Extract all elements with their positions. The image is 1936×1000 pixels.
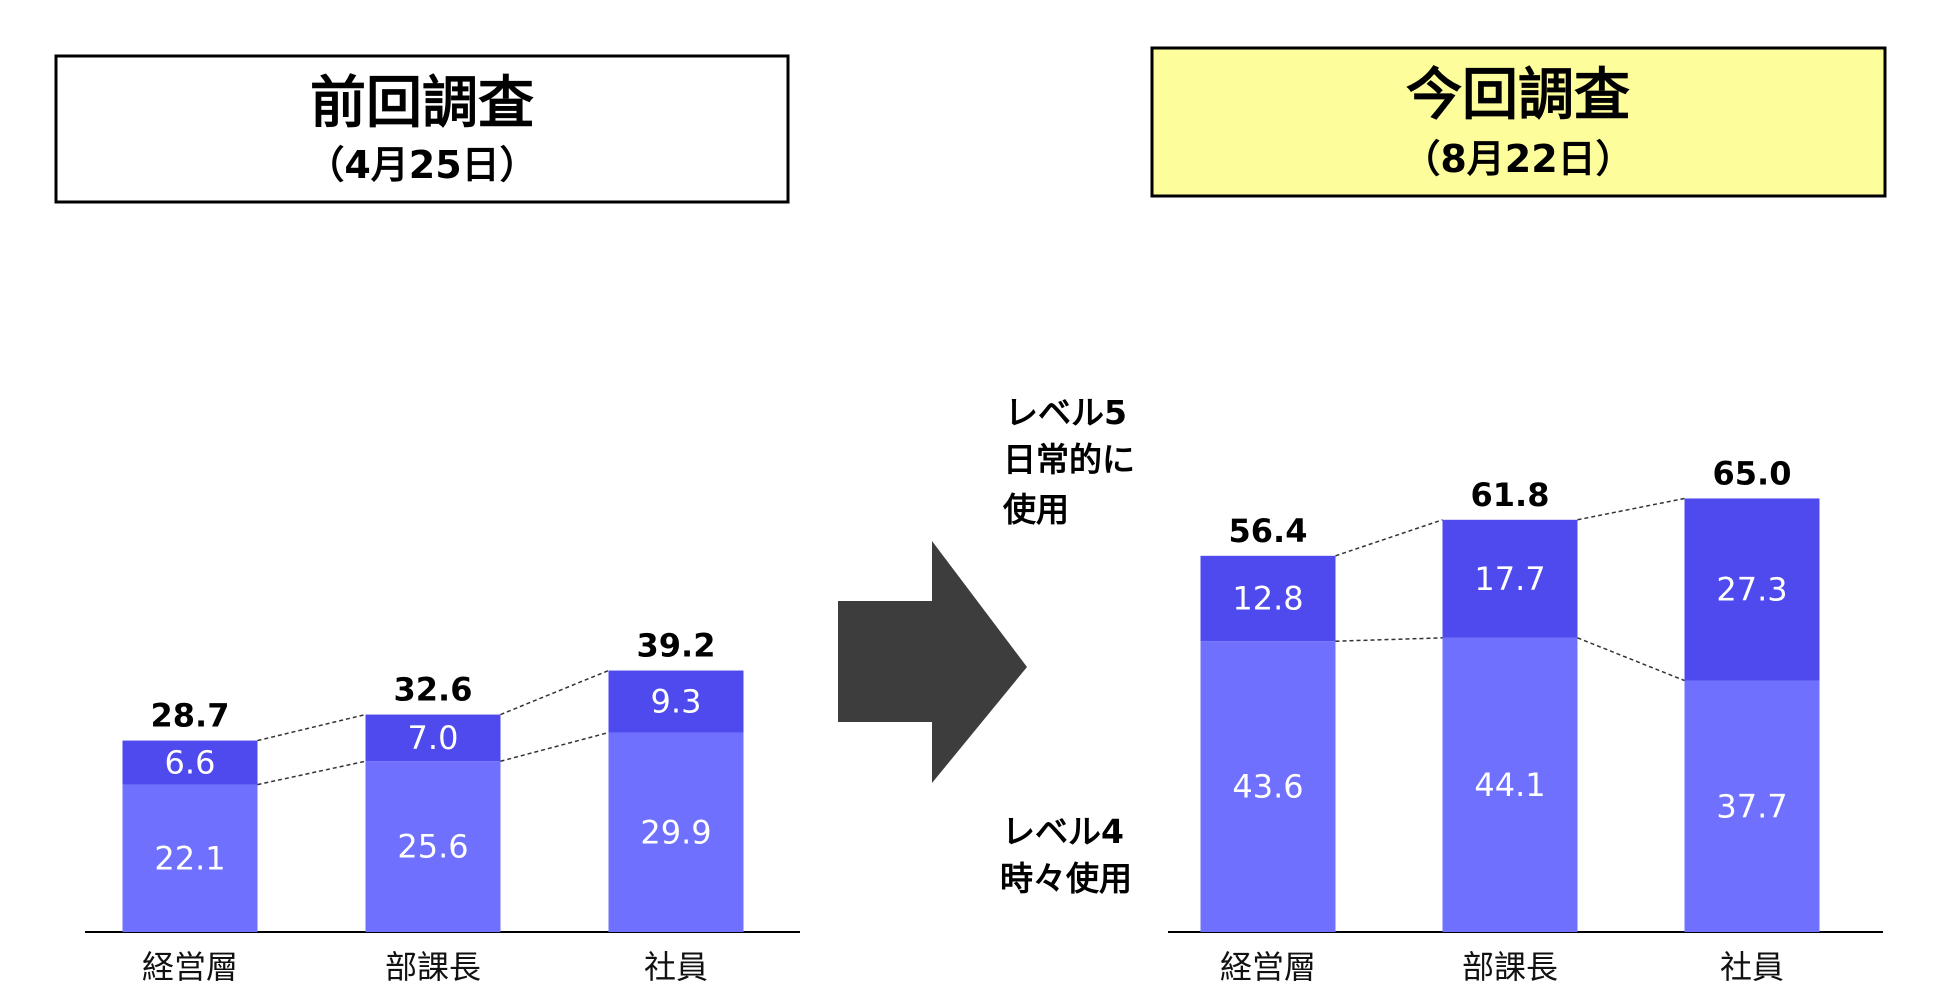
bar-level4-0-1 <box>365 761 501 932</box>
connector-top-0-1 <box>500 669 609 716</box>
label-level4-0-0: 22.1 <box>154 839 225 877</box>
connector-mid-0-1 <box>500 731 609 762</box>
connector-top-1-0 <box>1335 519 1443 557</box>
category-label-1-2: 社員 <box>1720 948 1784 986</box>
current-survey-box <box>1150 46 1887 198</box>
bar-level4-0-2 <box>608 732 744 932</box>
label-level4-1-1: 44.1 <box>1474 766 1545 804</box>
label-level5-1-0: 12.8 <box>1232 580 1303 618</box>
bar-level5-1-0 <box>1200 555 1336 642</box>
legend-level5-line1: レベル5 <box>1005 393 1127 432</box>
bar-level5-1-1 <box>1442 519 1578 638</box>
bar-level5-0-2 <box>608 670 744 733</box>
current-survey-title: 今回調査 <box>1406 63 1630 128</box>
category-label-0-0: 経営層 <box>142 948 238 986</box>
label-level5-0-0: 6.6 <box>165 744 216 782</box>
bar-level4-1-0 <box>1200 641 1336 932</box>
label-level5-0-1: 7.0 <box>408 719 459 757</box>
connector-mid-1-1 <box>1577 637 1685 682</box>
legend-level4-line2: 時々使用 <box>1000 859 1132 898</box>
connector-top-1-1 <box>1577 497 1685 521</box>
category-label-1-0: 経営層 <box>1220 948 1316 986</box>
label-level4-1-2: 37.7 <box>1716 787 1787 825</box>
label-level5-1-2: 27.3 <box>1716 570 1787 608</box>
current-survey-marks: 43.6 12.8 56.4 経営層 44.1 17.7 61.8 部課長 37.7 27.3 65… <box>1200 454 1820 986</box>
total-label-0-2: 39.2 <box>637 627 716 665</box>
total-label-0-1: 32.6 <box>394 671 473 709</box>
category-label-0-1: 部課長 <box>385 948 481 986</box>
bar-level5-0-1 <box>365 714 501 762</box>
label-level4-1-0: 43.6 <box>1232 768 1303 806</box>
previous-survey-title: 前回調査 <box>310 71 534 136</box>
label-level4-0-1: 25.6 <box>397 828 468 866</box>
connector-mid-0-0 <box>257 760 366 786</box>
label-level5-1-1: 17.7 <box>1474 560 1545 598</box>
previous-survey-date: （4月25日） <box>306 143 537 187</box>
previous-survey-box <box>54 54 790 204</box>
bar-level5-0-0 <box>122 740 258 785</box>
total-label-1-1: 61.8 <box>1471 476 1550 514</box>
total-label-1-2: 65.0 <box>1713 454 1792 492</box>
connector-top-0-0 <box>257 713 366 742</box>
bar-level4-0-0 <box>122 784 258 932</box>
total-label-1-0: 56.4 <box>1229 512 1308 550</box>
total-label-0-0: 28.7 <box>151 697 230 735</box>
current-survey-date: （8月22日） <box>1402 137 1633 181</box>
category-label-0-2: 社員 <box>644 948 708 986</box>
progress-arrow-icon <box>838 541 1027 783</box>
category-label-1-1: 部課長 <box>1462 948 1558 986</box>
label-level4-0-2: 29.9 <box>640 813 711 851</box>
bar-level4-1-1 <box>1442 637 1578 932</box>
connector-mid-1-0 <box>1335 637 1443 642</box>
bar-level4-1-2 <box>1684 680 1820 932</box>
previous-survey-marks: 22.1 6.6 28.7 経営層 25.6 7.0 32.6 部課長 29.9 9.3 39.2 社… <box>122 627 744 986</box>
label-level5-0-2: 9.3 <box>651 683 702 721</box>
legend-level5-line2: 日常的に <box>1003 440 1135 479</box>
bar-level5-1-2 <box>1684 498 1820 681</box>
legend-level5-line3: 使用 <box>1003 490 1069 529</box>
legend-level4-line1: レベル4 <box>1002 812 1124 851</box>
